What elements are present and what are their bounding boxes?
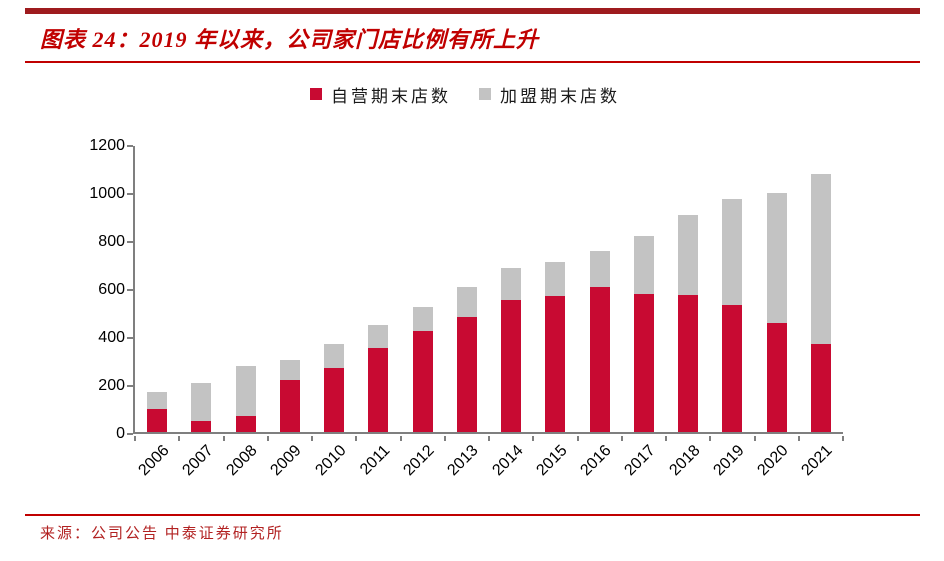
x-tick-mark <box>443 436 446 441</box>
bar-segment-franchise <box>279 360 300 381</box>
y-tick-mark <box>127 433 133 435</box>
bar-segment-self-operated <box>722 304 743 432</box>
x-tick-label-text: 2016 <box>577 442 615 480</box>
title-underline-rule <box>25 61 920 63</box>
bar-segment-self-operated <box>147 409 168 432</box>
x-tick-label-text: 2007 <box>179 442 217 480</box>
bar-segment-self-operated <box>678 295 699 432</box>
y-tick-label: 200 <box>98 377 125 394</box>
y-tick-mark <box>127 145 133 147</box>
y-tick-label: 800 <box>98 233 125 250</box>
plot-area: 0 200 400 600 800 1000 1200 2006 2007 2008 2009 201… <box>89 137 844 479</box>
legend-label: 加盟期末店数 <box>500 86 620 106</box>
x-tick-label-text: 2012 <box>400 442 438 480</box>
x-tick-mark <box>576 436 579 441</box>
bar-segment-self-operated <box>633 294 654 432</box>
figure-title: 图表 24：2019 年以来，公司家门店比例有所上升 <box>40 27 540 52</box>
x-tick-label-text: 2020 <box>754 442 792 480</box>
legend-item-franchise: 加盟期末店数 <box>479 82 620 107</box>
x-tick-label-text: 2021 <box>798 442 836 480</box>
bar-segment-self-operated <box>589 286 610 432</box>
bar-segment-franchise <box>766 193 787 323</box>
x-tick-mark <box>620 436 623 441</box>
legend-item-self-operated: 自营期末店数 <box>310 82 451 107</box>
x-tick-mark <box>753 436 756 441</box>
y-tick-mark <box>127 289 133 291</box>
x-tick-label-text: 2006 <box>134 442 173 480</box>
bar-segment-self-operated <box>412 331 433 432</box>
chart-legend: 自营期末店数 加盟期末店数 <box>110 82 820 107</box>
bar-segment-self-operated <box>235 416 256 432</box>
bar-segment-franchise <box>633 236 654 294</box>
x-tick-label-text: 2010 <box>311 442 350 480</box>
bar-segment-franchise <box>810 174 831 345</box>
x-tick-label-text: 2014 <box>488 442 527 480</box>
bar-segment-franchise <box>722 199 743 305</box>
x-tick-mark <box>665 436 667 441</box>
x-tick-label-text: 2013 <box>444 442 482 480</box>
bar-segment-self-operated <box>545 296 566 432</box>
bar-segment-self-operated <box>368 348 389 432</box>
bar-segment-franchise <box>589 250 610 287</box>
bar-segment-franchise <box>456 286 477 317</box>
bar-segment-franchise <box>147 392 168 410</box>
y-tick-mark <box>127 193 133 195</box>
bar-segment-self-operated <box>191 421 212 432</box>
bar-segment-self-operated <box>324 368 345 432</box>
x-tick-label-text: 2019 <box>710 442 748 480</box>
x-tick-mark <box>532 436 535 441</box>
bar-segment-self-operated <box>279 380 300 432</box>
x-tick-mark <box>134 436 136 441</box>
bar-segment-franchise <box>191 382 212 422</box>
y-tick-mark <box>127 337 133 339</box>
x-tick-mark <box>399 436 402 441</box>
bar-segment-self-operated <box>766 322 787 432</box>
source-note: 来源：公司公告 中泰证券研究所 <box>40 526 284 542</box>
legend-label: 自营期末店数 <box>331 86 451 106</box>
bar-segment-franchise <box>368 325 389 348</box>
y-tick-label: 1200 <box>89 137 125 154</box>
bar-segment-franchise <box>324 344 345 369</box>
x-tick-label-text: 2008 <box>223 442 261 480</box>
legend-swatch-gray-icon <box>479 88 491 100</box>
bar-segment-franchise <box>501 267 522 300</box>
y-tick-mark <box>127 385 133 387</box>
bar-segment-franchise <box>412 307 433 332</box>
y-tick-label: 1000 <box>89 185 125 202</box>
x-tick-mark <box>709 436 712 441</box>
x-tick-label-text: 2011 <box>357 442 394 479</box>
y-tick-label: 400 <box>98 329 125 346</box>
x-tick-mark <box>178 436 181 441</box>
top-banner-rule <box>25 8 920 14</box>
bottom-rule <box>25 514 920 516</box>
x-tick-label-text: 2009 <box>267 442 305 480</box>
x-tick-mark <box>355 436 358 441</box>
x-tick-label-text: 2018 <box>665 442 704 480</box>
x-tick-label-text: 2017 <box>621 442 659 480</box>
bar-segment-franchise <box>545 261 566 297</box>
bar-segment-self-operated <box>456 316 477 432</box>
y-tick-mark <box>127 241 133 243</box>
y-tick-label: 0 <box>116 425 125 442</box>
x-tick-mark <box>842 436 844 441</box>
x-tick-label-text: 2015 <box>533 442 571 480</box>
x-tick-mark <box>222 436 225 441</box>
bar-segment-franchise <box>678 214 699 296</box>
x-tick-mark <box>488 436 490 441</box>
bar-segment-franchise <box>235 366 256 417</box>
bar-segment-self-operated <box>501 300 522 432</box>
bar-segment-self-operated <box>810 344 831 432</box>
legend-swatch-red-icon <box>310 88 322 100</box>
x-tick-mark <box>797 436 800 441</box>
x-tick-mark <box>311 436 313 441</box>
y-tick-label: 600 <box>98 281 125 298</box>
x-tick-mark <box>266 436 269 441</box>
